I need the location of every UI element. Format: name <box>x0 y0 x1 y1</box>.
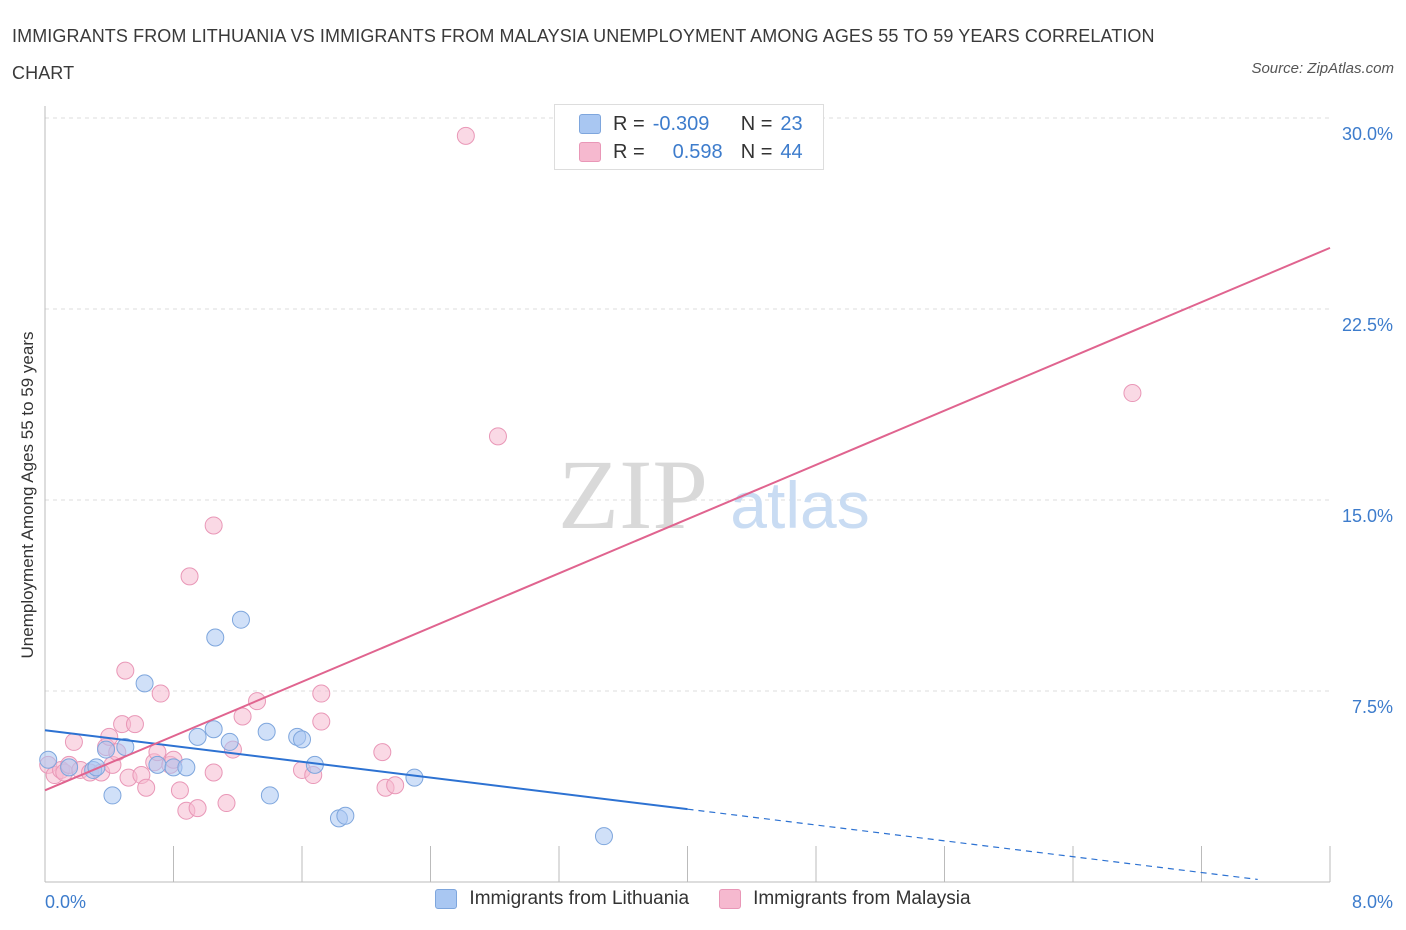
legend-item-malaysia[interactable]: Immigrants from Malaysia <box>719 888 971 910</box>
chart-title: IMMIGRANTS FROM LITHUANIA VS IMMIGRANTS … <box>12 26 1155 83</box>
data-point <box>231 610 250 629</box>
legend-n-label: N = <box>740 112 773 135</box>
data-point <box>204 720 223 739</box>
legend-n-value: 23 <box>780 112 803 135</box>
data-point <box>260 786 279 805</box>
legend-swatch-malaysia <box>719 889 742 909</box>
legend-r-label: R = <box>613 140 645 163</box>
source-credit: Source: ZipAtlas.com <box>1251 60 1394 77</box>
legend-n-value: 44 <box>780 140 803 163</box>
legend-r-label: R = <box>613 112 645 135</box>
data-point <box>204 763 223 782</box>
y-tick-label: 22.5% <box>1342 315 1393 335</box>
x-tick-label: 8.0% <box>1352 892 1393 912</box>
series-lithuania-points <box>39 610 613 846</box>
trend-lines <box>44 246 1331 881</box>
data-point <box>594 827 613 846</box>
data-point <box>188 727 207 746</box>
data-point <box>148 755 167 774</box>
data-point <box>151 684 170 703</box>
legend-row-lithuania: R = -0.309 N = 23 <box>579 110 803 138</box>
series-legend: Immigrants from Lithuania Immigrants fro… <box>0 888 1406 910</box>
axes <box>44 106 1331 883</box>
data-point <box>1123 384 1142 403</box>
legend-label-malaysia: Immigrants from Malaysia <box>753 888 971 909</box>
data-point <box>217 794 236 813</box>
data-point <box>103 786 122 805</box>
data-point <box>386 776 405 795</box>
data-point <box>293 730 311 749</box>
legend-swatch-lithuania <box>579 114 601 134</box>
data-point <box>39 750 58 769</box>
legend-r-value: 0.598 <box>672 140 723 163</box>
watermark-atlas: atlas <box>730 468 869 542</box>
data-point <box>170 781 189 800</box>
data-point <box>312 712 331 731</box>
data-point <box>336 806 355 825</box>
data-point <box>60 758 79 777</box>
stats-legend: R = -0.309 N = 23 R = 0.598 N = 44 <box>554 104 824 170</box>
legend-swatch-lithuania <box>435 889 458 909</box>
data-point <box>456 126 475 145</box>
data-point <box>257 722 276 741</box>
data-point <box>116 661 135 680</box>
legend-item-lithuania[interactable]: Immigrants from Lithuania <box>435 888 689 910</box>
data-point <box>488 427 507 446</box>
trend-line-malaysia <box>44 246 1331 792</box>
trend-line-lithuania <box>44 729 688 811</box>
data-point <box>177 758 196 777</box>
legend-row-malaysia: R = 0.598 N = 44 <box>579 138 803 166</box>
legend-n-label: N = <box>740 140 773 163</box>
data-point <box>64 732 83 751</box>
data-point <box>405 768 424 787</box>
watermark-zip: ZIP <box>558 439 708 550</box>
data-point <box>220 732 239 751</box>
legend-label-lithuania: Immigrants from Lithuania <box>469 888 690 909</box>
data-point <box>204 516 223 535</box>
y-tick-label: 15.0% <box>1342 506 1393 526</box>
data-point <box>87 758 106 777</box>
data-point <box>373 743 392 762</box>
tick-labels: 7.5% 15.0% 22.5% 30.0% 0.0% 8.0% <box>45 124 1393 912</box>
data-point <box>180 567 199 586</box>
data-point <box>137 778 156 797</box>
data-point <box>312 684 331 703</box>
trend-line-lithuania-extrapolated <box>687 808 1258 881</box>
legend-swatch-malaysia <box>579 142 601 162</box>
data-point <box>97 740 116 759</box>
x-tick-label: 0.0% <box>45 892 86 912</box>
watermark: ZIP atlas <box>558 439 870 550</box>
grid-lines <box>45 117 1330 692</box>
data-point <box>188 799 207 818</box>
y-tick-label: 7.5% <box>1352 697 1393 717</box>
data-point <box>125 715 144 734</box>
data-point <box>135 674 154 693</box>
data-point <box>206 628 225 647</box>
legend-r-value: -0.309 <box>652 112 710 135</box>
y-tick-label: 30.0% <box>1342 124 1393 144</box>
